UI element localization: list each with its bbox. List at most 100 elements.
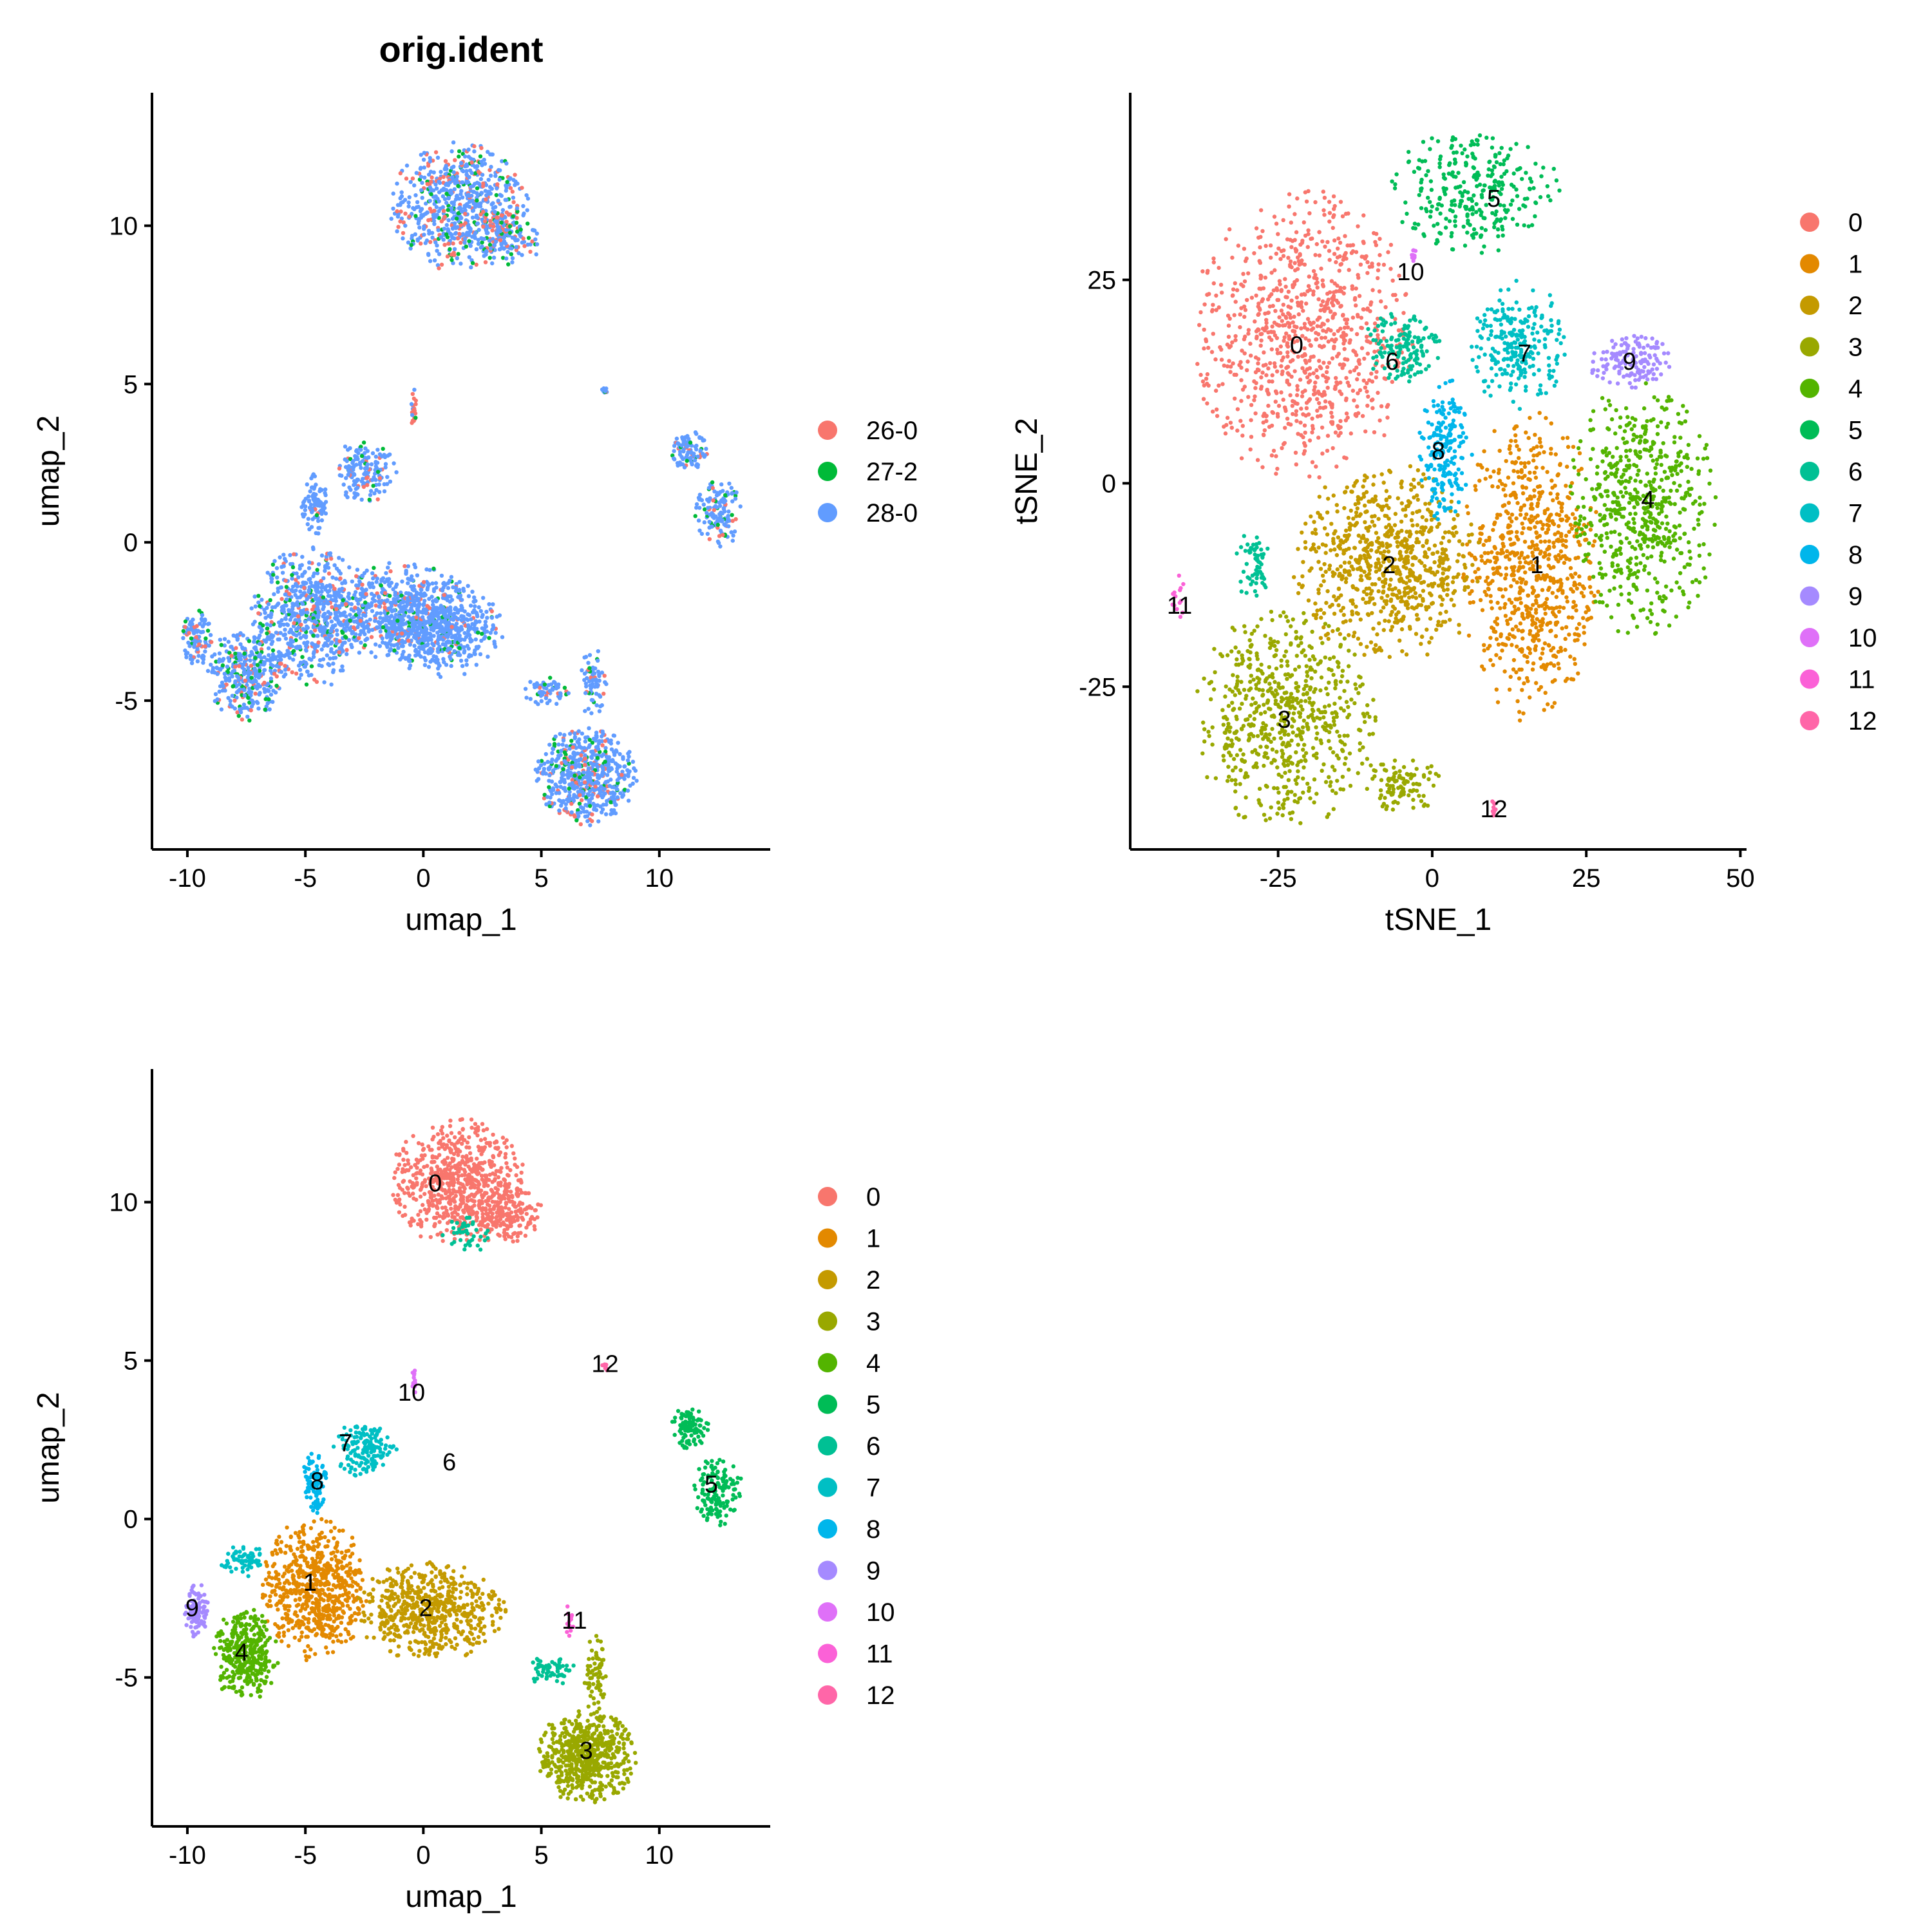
scatter-point [685, 459, 689, 463]
scatter-point [365, 462, 370, 467]
scatter-point [464, 244, 468, 249]
scatter-point [578, 775, 582, 780]
scatter-point [1306, 228, 1311, 232]
scatter-point [600, 773, 605, 778]
scatter-point [1370, 288, 1375, 292]
scatter-point [470, 215, 475, 220]
scatter-point [1256, 312, 1260, 317]
scatter-point [298, 636, 303, 640]
scatter-point [542, 682, 547, 687]
scatter-point [715, 522, 721, 527]
scatter-point [467, 175, 471, 180]
scatter-point [1388, 243, 1394, 247]
scatter-point [312, 486, 316, 491]
scatter-point [1258, 287, 1264, 291]
scatter-point [334, 607, 339, 611]
scatter-point [475, 164, 480, 169]
scatter-point [557, 696, 562, 701]
scatter-point [587, 799, 592, 804]
scatter-point [1347, 268, 1351, 272]
scatter-point [486, 149, 490, 154]
scatter-point [495, 231, 499, 236]
scatter-point [449, 574, 454, 580]
scatter-point [607, 784, 612, 788]
scatter-point [1321, 189, 1325, 194]
scatter-point [1254, 226, 1259, 231]
scatter-point [535, 242, 540, 247]
scatter-point [290, 573, 294, 578]
scatter-point [435, 630, 440, 635]
scatter-point [577, 737, 582, 742]
scatter-point [412, 643, 417, 648]
scatter-point [267, 697, 271, 702]
scatter-point [490, 228, 495, 232]
scatter-point [233, 651, 238, 656]
scatter-point [474, 611, 478, 615]
scatter-point [521, 236, 526, 241]
scatter-point [374, 580, 379, 584]
scatter-point [352, 473, 357, 477]
scatter-point [473, 637, 478, 642]
scatter-point [276, 637, 280, 642]
scatter-point [484, 193, 489, 198]
scatter-point [341, 482, 346, 487]
scatter-point [1315, 408, 1320, 413]
scatter-point [524, 193, 529, 198]
scatter-point [615, 795, 620, 800]
scatter-point [530, 239, 535, 243]
scatter-point [181, 629, 185, 634]
scatter-point [609, 747, 614, 752]
scatter-point [359, 466, 363, 470]
scatter-point [259, 656, 263, 661]
scatter-point [435, 263, 440, 267]
scatter-point [426, 648, 431, 653]
scatter-point [1214, 388, 1218, 393]
scatter-point [361, 484, 366, 489]
scatter-point [270, 657, 275, 662]
scatter-point [689, 460, 694, 465]
scatter-point [353, 605, 357, 610]
scatter-point [1382, 376, 1387, 381]
scatter-point [595, 658, 600, 663]
scatter-point [190, 621, 194, 627]
scatter-point [552, 679, 556, 685]
scatter-point [248, 658, 252, 663]
scatter-point [256, 706, 261, 711]
scatter-point [377, 452, 383, 457]
scatter-point [485, 224, 489, 229]
scatter-point [597, 693, 601, 697]
scatter-point [521, 213, 526, 218]
scatter-point [1376, 262, 1381, 267]
scatter-point [1275, 351, 1280, 355]
scatter-point [344, 614, 348, 619]
scatter-point [576, 741, 581, 746]
scatter-point [1253, 386, 1258, 390]
scatter-point [298, 668, 303, 672]
scatter-point [711, 498, 715, 503]
scatter-point [303, 647, 308, 652]
scatter-point [276, 580, 280, 585]
scatter-point [478, 204, 483, 209]
scatter-point [558, 691, 563, 696]
scatter-point [634, 779, 639, 783]
scatter-point [591, 698, 595, 703]
scatter-point [281, 604, 285, 609]
scatter-point [717, 512, 722, 516]
scatter-point [596, 786, 601, 791]
scatter-point [734, 490, 739, 495]
scatter-point [287, 592, 292, 596]
scatter-point [444, 634, 448, 638]
scatter-point [499, 213, 504, 218]
scatter-point [1314, 464, 1318, 469]
scatter-point [1369, 300, 1374, 305]
scatter-point [573, 731, 577, 736]
scatter-point [1263, 275, 1268, 280]
scatter-point [1281, 254, 1286, 258]
scatter-point [331, 670, 336, 674]
scatter-point [448, 600, 452, 604]
scatter-point [451, 261, 455, 265]
scatter-point [417, 604, 421, 609]
scatter-point [1282, 248, 1286, 252]
scatter-point [419, 587, 424, 592]
scatter-point [343, 634, 348, 639]
